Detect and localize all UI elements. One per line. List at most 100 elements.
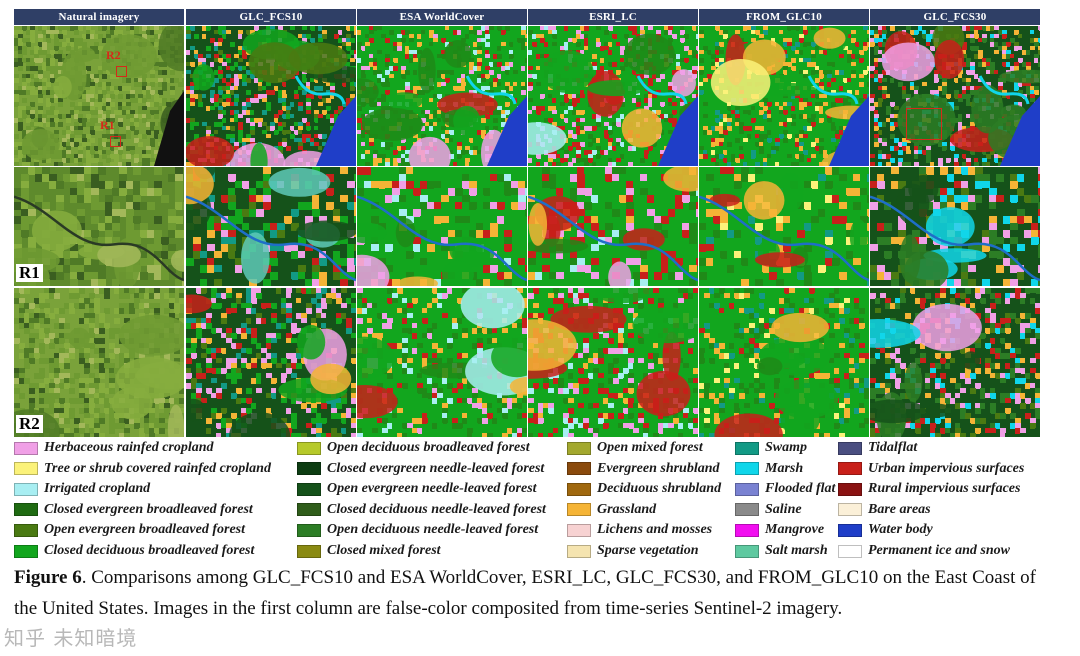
- legend-swatch: [567, 482, 591, 496]
- legend-swatch: [838, 503, 862, 517]
- legend-swatch: [297, 482, 321, 496]
- legend-swatch: [14, 462, 38, 476]
- legend-swatch: [297, 544, 321, 558]
- legend-label: Lichens and mosses: [597, 522, 713, 538]
- legend-swatch: [735, 462, 759, 476]
- legend-item-open-evergreen-broadleaved-forest: Open evergreen broadleaved forest: [14, 520, 245, 540]
- legend-swatch: [735, 441, 759, 455]
- panel-natural-imagery-row-3: [14, 288, 184, 437]
- legend-label: Tidalflat: [868, 440, 918, 455]
- legend-swatch: [838, 441, 862, 455]
- legend-label: Open evergreen broadleaved forest: [44, 522, 246, 538]
- legend-item-urban-impervious-surfaces: Urban impervious surfaces: [838, 459, 1024, 479]
- panel-glc-fcs30-row-1: [870, 26, 1040, 166]
- legend-item-closed-deciduous-needle-leaved-forest: Closed deciduous needle-leaved forest: [297, 500, 546, 520]
- legend-swatch: [567, 544, 591, 558]
- column-title-natural-imagery: Natural imagery: [14, 9, 184, 25]
- panel-glc-fcs10-row-2: [186, 167, 356, 286]
- legend-swatch: [735, 544, 759, 558]
- column-title-esa-worldcover: ESA WorldCover: [357, 9, 527, 25]
- legend-item-tidalflat: Tidalflat: [838, 438, 917, 458]
- legend-label: Sparse vegetation: [597, 543, 699, 558]
- legend-item-bare-areas: Bare areas: [838, 500, 931, 520]
- legend-item-open-evergreen-needle-leaved-forest: Open evergreen needle-leaved forest: [297, 479, 537, 499]
- panel-from-glc10-row-3: [699, 288, 869, 437]
- legend-swatch: [567, 441, 591, 455]
- legend-item-open-mixed-forest: Open mixed forest: [567, 438, 703, 458]
- panel-esa-worldcover-row-2: [357, 167, 527, 286]
- legend-swatch: [297, 523, 321, 537]
- legend-swatch: [14, 544, 38, 558]
- panel-esri-lc-row-3: [528, 288, 698, 437]
- caption-label: Figure 6: [14, 567, 82, 588]
- column-title-esri-lc: ESRI_LC: [528, 9, 698, 25]
- column-title-from-glc10: FROM_GLC10: [699, 9, 869, 25]
- legend-item-evergreen-shrubland: Evergreen shrubland: [567, 459, 720, 479]
- legend-item-closed-evergreen-needle-leaved-forest: Closed evergreen needle-leaved forest: [297, 459, 544, 479]
- legend-swatch: [838, 523, 862, 537]
- legend-label: Closed evergreen broadleaved forest: [44, 501, 253, 517]
- legend-swatch: [297, 441, 321, 455]
- comparison-figure: Natural imagery GLC_FCS10 ESA WorldCover ES…: [14, 9, 1040, 437]
- legend-swatch: [297, 503, 321, 517]
- legend-swatch: [735, 482, 759, 496]
- caption-text: . Comparisons among GLC_FCS10 and ESA Wo…: [14, 567, 1036, 619]
- legend-label: Closed mixed forest: [327, 543, 441, 558]
- legend-item-herbaceous-rainfed-cropland: Herbaceous rainfed cropland: [14, 438, 214, 458]
- legend-swatch: [838, 482, 862, 496]
- legend-swatch: [14, 441, 38, 455]
- legend-label: Evergreen shrubland: [597, 460, 720, 476]
- legend-item-closed-evergreen-broadleaved-forest: Closed evergreen broadleaved forest: [14, 500, 253, 520]
- legend-item-closed-mixed-forest: Closed mixed forest: [297, 541, 441, 561]
- legend-label: Saline: [765, 501, 802, 517]
- legend-label: Permanent ice and snow: [868, 543, 1010, 558]
- legend-swatch: [14, 482, 38, 496]
- panel-glc-fcs10-row-1: [186, 26, 356, 166]
- overview-marker-box-r1: [110, 136, 121, 147]
- legend-item-irrigated-cropland: Irrigated cropland: [14, 479, 150, 499]
- legend-item-grassland: Grassland: [567, 500, 656, 520]
- legend-label: Rural impervious surfaces: [868, 481, 1021, 497]
- row-label-r1: R1: [16, 264, 43, 282]
- legend: Herbaceous rainfed cropland Tree or shrub…: [14, 438, 1054, 562]
- legend-label: Open deciduous broadleaved forest: [327, 440, 530, 455]
- legend-label: Swamp: [765, 440, 808, 455]
- legend-swatch: [735, 523, 759, 537]
- column-title-glc-fcs10: GLC_FCS10: [186, 9, 356, 25]
- legend-swatch: [735, 503, 759, 517]
- legend-item-swamp: Swamp: [735, 438, 807, 458]
- legend-item-saline: Saline: [735, 500, 802, 520]
- legend-swatch: [14, 503, 38, 517]
- overview-marker-label-r2: R2: [106, 48, 121, 62]
- legend-label: Salt marsh: [765, 543, 828, 558]
- legend-swatch: [567, 523, 591, 537]
- legend-swatch: [14, 523, 38, 537]
- legend-label: Irrigated cropland: [44, 481, 151, 497]
- legend-item-permanent-ice-and-snow: Permanent ice and snow: [838, 541, 1010, 561]
- panel-esa-worldcover-row-1: [357, 26, 527, 166]
- legend-label: Mangrove: [765, 522, 825, 538]
- legend-label: Open deciduous needle-leaved forest: [327, 522, 539, 538]
- panel-from-glc10-row-2: [699, 167, 869, 286]
- legend-item-open-deciduous-broadleaved-forest: Open deciduous broadleaved forest: [297, 438, 530, 458]
- legend-label: Flooded flat: [765, 481, 836, 497]
- legend-item-flooded-flat: Flooded flat: [735, 479, 835, 499]
- legend-item-lichens-and-mosses: Lichens and mosses: [567, 520, 712, 540]
- legend-item-water-body: Water body: [838, 520, 933, 540]
- legend-label: Bare areas: [868, 501, 931, 517]
- panel-from-glc10-row-1: [699, 26, 869, 166]
- legend-item-mangrove: Mangrove: [735, 520, 824, 540]
- legend-label: Marsh: [765, 460, 804, 476]
- legend-swatch: [567, 462, 591, 476]
- panel-esri-lc-row-1: [528, 26, 698, 166]
- legend-label: Closed evergreen needle-leaved forest: [327, 460, 545, 476]
- legend-label: Water body: [868, 522, 933, 538]
- panel-glc-fcs30-row-3: [870, 288, 1040, 437]
- legend-item-marsh: Marsh: [735, 459, 803, 479]
- legend-label: Closed deciduous needle-leaved forest: [327, 501, 546, 517]
- legend-label: Closed deciduous broadleaved forest: [44, 543, 255, 558]
- legend-label: Herbaceous rainfed cropland: [44, 440, 214, 455]
- figure-caption: Figure 6. Comparisons among GLC_FCS10 an…: [14, 562, 1054, 624]
- legend-label: Tree or shrub covered rainfed cropland: [44, 460, 271, 476]
- legend-item-salt-marsh: Salt marsh: [735, 541, 828, 561]
